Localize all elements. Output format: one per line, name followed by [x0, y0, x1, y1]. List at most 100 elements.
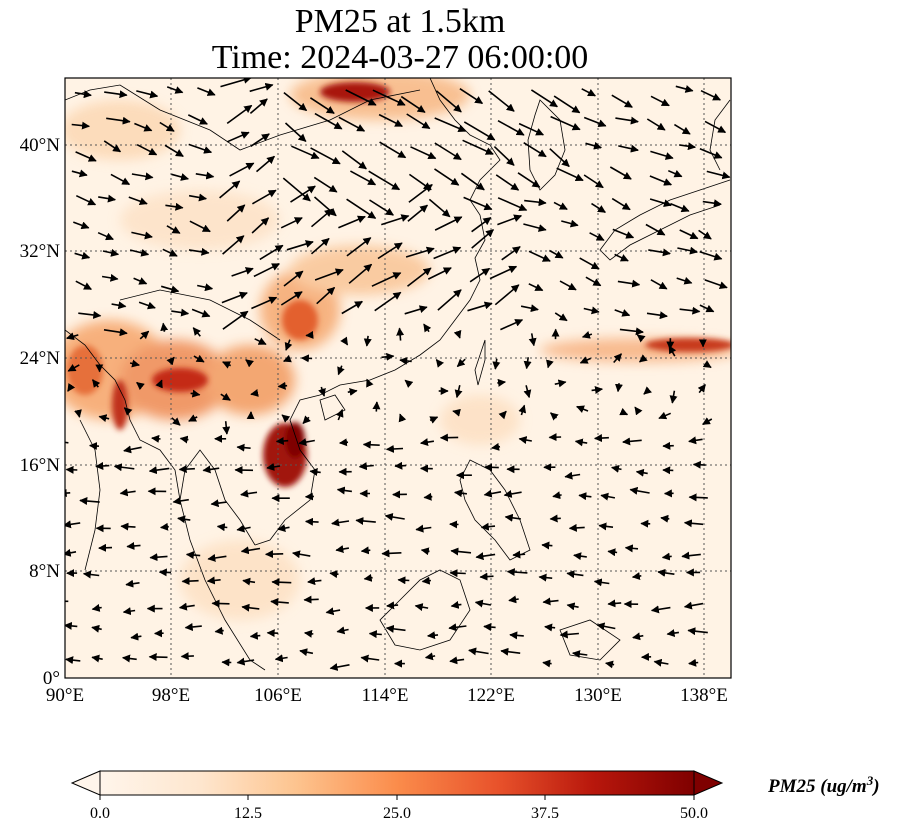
wind-arrow	[249, 98, 268, 115]
lon-tick: 130°E	[574, 685, 622, 706]
wind-arrow	[613, 353, 622, 364]
wind-arrow	[339, 438, 349, 447]
wind-arrow	[650, 605, 671, 614]
wind-arrow	[497, 214, 523, 226]
colorbar-extend-high	[693, 770, 724, 796]
wind-arrow	[226, 104, 253, 125]
wind-arrow	[191, 308, 211, 318]
colorbar-label: PM25 (ug/m3)	[767, 773, 880, 797]
wind-arrow	[180, 652, 194, 661]
wind-arrow	[67, 364, 80, 372]
wind-arrow	[554, 312, 568, 322]
wind-arrow	[517, 172, 541, 188]
wind-arrow	[290, 185, 316, 203]
wind-arrow	[677, 246, 698, 255]
wind-arrow	[600, 492, 616, 501]
wind-arrow	[171, 417, 181, 426]
wind-arrow	[384, 513, 405, 521]
wind-arrow	[283, 91, 308, 112]
wind-arrow	[82, 570, 100, 579]
wind-arrow	[325, 607, 341, 616]
wind-arrow	[307, 577, 322, 586]
wind-arrow	[518, 436, 532, 444]
wind-arrow	[229, 162, 255, 177]
wind-arrow	[528, 283, 544, 292]
wind-arrow	[362, 440, 380, 449]
wind-arrow	[103, 328, 128, 337]
lat-tick: 40°N	[20, 135, 61, 156]
wind-arrow	[91, 603, 102, 612]
wind-arrow	[424, 652, 436, 661]
wind-arrow	[423, 323, 432, 333]
wind-arrow	[591, 202, 606, 213]
wind-arrow	[123, 445, 142, 454]
wind-arrow	[197, 283, 214, 292]
wind-arrow	[617, 279, 641, 288]
wind-arrow	[463, 196, 493, 211]
wind-arrow	[568, 523, 585, 532]
wind-arrow	[341, 300, 363, 315]
wind-arrow	[336, 486, 352, 495]
wind-arrow	[119, 488, 136, 497]
wind-arrow	[177, 515, 191, 524]
wind-arrow	[240, 489, 258, 498]
wind-arrow	[414, 603, 429, 612]
wind-arrow	[79, 497, 100, 506]
wind-arrow	[583, 306, 600, 315]
colorbar-label-close: )	[871, 776, 879, 797]
wind-arrow	[372, 401, 381, 412]
wind-arrow	[331, 518, 350, 527]
wind-arrow	[578, 492, 592, 501]
wind-arrow	[148, 466, 170, 475]
wind-arrow	[368, 630, 382, 639]
wind-arrow	[155, 379, 163, 389]
wind-arrow	[302, 415, 311, 424]
wind-arrow	[427, 267, 452, 280]
wind-arrow	[78, 310, 102, 319]
wind-arrow	[702, 199, 722, 208]
wind-arrow	[98, 414, 110, 423]
wind-arrow	[434, 168, 460, 186]
wind-arrow	[679, 229, 699, 240]
wind-arrow	[484, 463, 499, 472]
wind-arrow	[453, 329, 462, 339]
wind-arrow	[151, 434, 161, 443]
wind-arrow	[649, 198, 672, 208]
wind-arrow	[581, 88, 597, 97]
wind-arrow	[634, 406, 643, 416]
wind-arrow	[385, 444, 404, 453]
wind-arrow	[566, 602, 579, 611]
colorbar-tick: 12.5	[234, 805, 262, 822]
wind-arrow	[310, 147, 341, 165]
wind-arrow	[661, 552, 672, 561]
wind-arrow	[178, 602, 195, 611]
wind-arrow	[471, 216, 492, 233]
wind-arrow	[462, 139, 494, 155]
wind-arrow	[467, 301, 493, 312]
wind-arrow	[549, 249, 564, 259]
colorbar-tick: 50.0	[680, 805, 708, 822]
wind-arrow	[303, 595, 319, 604]
wind-arrow	[71, 169, 88, 178]
wind-arrow	[650, 150, 674, 160]
wind-arrow	[593, 578, 610, 587]
wind-arrow	[149, 553, 168, 562]
wind-arrow	[589, 232, 605, 241]
wind-arrow	[130, 632, 142, 641]
wind-arrow	[125, 579, 140, 588]
wind-arrow	[363, 573, 373, 582]
wind-arrow	[553, 95, 581, 114]
wind-arrow	[219, 180, 241, 199]
wind-arrow	[75, 151, 97, 162]
wind-arrow	[498, 410, 507, 420]
wind-arrow	[428, 198, 451, 218]
wind-arrow	[489, 265, 518, 280]
wind-arrow	[544, 623, 556, 632]
wind-arrow	[98, 194, 116, 203]
wind-arrow	[667, 169, 683, 178]
wind-arrow	[360, 546, 371, 555]
wind-arrow	[611, 94, 633, 108]
wind-arrow	[181, 577, 199, 586]
wind-arrow	[166, 225, 181, 234]
wind-arrow	[450, 600, 462, 609]
